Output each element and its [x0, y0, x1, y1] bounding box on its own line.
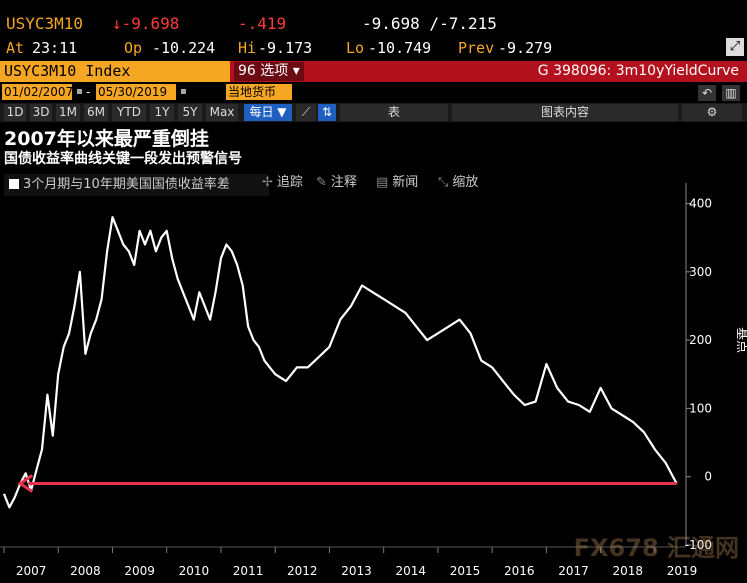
y-tick-label: -100 [685, 538, 712, 552]
back-icon[interactable]: ↶ [698, 85, 716, 101]
x-tick-label: 2007 [16, 564, 47, 578]
x-tick-label: 2010 [179, 564, 210, 578]
high-label: Hi [238, 39, 257, 57]
zoom-tool[interactable]: ⤡ 缩放 [438, 175, 479, 190]
high-value: -9.173 [258, 39, 313, 57]
end-date-dropdown-icon[interactable]: ▪ [180, 86, 187, 97]
end-date-input[interactable]: 05/30/2019 [96, 84, 176, 100]
y-tick-label: 300 [689, 265, 712, 279]
options-button[interactable]: 96 选项 ▾ [234, 62, 304, 81]
time-label: At [6, 39, 25, 57]
y-tick-label: 400 [689, 196, 712, 210]
period-select[interactable]: 每日 ▼ [244, 104, 292, 121]
security-field[interactable]: USYC3M10 Index [0, 61, 230, 82]
prev-label: Prev [458, 39, 495, 57]
quote-row-2: At 23:11 Op -10.224 Hi -9.173 Lo -10.749… [0, 38, 747, 60]
range-5y[interactable]: 5Y [178, 104, 202, 121]
x-tick-label: 2016 [504, 564, 535, 578]
x-tick-label: 2013 [341, 564, 372, 578]
range-max[interactable]: Max [206, 104, 238, 121]
range-6m[interactable]: 6M [84, 104, 108, 121]
ticker[interactable]: USYC3M10 [6, 14, 84, 33]
news-tool[interactable]: ▤ 新闻 [376, 175, 419, 190]
date-row: 01/02/2007 ▪ - 05/30/2019 ▪ 当地货币 ↶ ▥ [0, 84, 747, 102]
net-change: -.419 [238, 14, 287, 33]
prev-value: -9.279 [498, 39, 553, 57]
quote-row-1: USYC3M10 ↓-9.698 -.419 -9.698 /-7.215 [0, 0, 747, 38]
start-date-dropdown-icon[interactable]: ▪ [76, 86, 83, 97]
last-price: ↓-9.698 [112, 14, 180, 33]
x-tick-label: 2018 [612, 564, 643, 578]
annotation-arrow-head [17, 474, 34, 493]
watermark: FX678 汇通网 [573, 534, 739, 562]
news-icon: ▤ [376, 175, 389, 190]
open-label: Op [124, 39, 143, 57]
start-date-input[interactable]: 01/02/2007 [2, 84, 74, 100]
title-bar: USYC3M10 Index 96 选项 ▾ G 398096: 3m10yYi… [0, 61, 747, 82]
legend-label: 3个月期与10年期美国国债收益率差 [23, 177, 230, 192]
legend[interactable]: 3个月期与10年期美国国债收益率差 [4, 174, 269, 196]
settings-gear-icon[interactable]: ⚙ [682, 104, 742, 121]
x-tick-label: 2012 [287, 564, 318, 578]
open-value: -10.224 [152, 39, 216, 57]
range-3d[interactable]: 3D [30, 104, 52, 121]
spread-chart: 2007 2008 2009 2010 2011 2012 2013 2014 2015 2016… [0, 183, 747, 578]
series-line [2, 216, 678, 509]
legend-swatch [9, 179, 19, 189]
annotate-tool[interactable]: ✎ 注释 [316, 175, 357, 190]
track-tool[interactable]: ✢ 追踪 [262, 175, 303, 190]
pencil-icon: ✎ [316, 175, 327, 190]
y-tick-label: 200 [689, 333, 712, 347]
x-tick-label: 2014 [396, 564, 427, 578]
time-value: 23:11 [32, 39, 78, 57]
function-label: G 398096: 3m10yYieldCurve [537, 63, 739, 79]
currency-select[interactable]: 当地货币 [226, 84, 292, 100]
x-tick-label: 2011 [233, 564, 264, 578]
bid-ask: -9.698 /-7.215 [362, 14, 497, 33]
table-button[interactable]: 表 [340, 104, 448, 121]
headline-title: 2007年以来最严重倒挂 [4, 128, 209, 150]
range-1m[interactable]: 1M [56, 104, 80, 121]
range-toolbar: 1D 3D 1M 6M YTD 1Y 5Y Max 每日 ▼ ⟋ ⇅ 表 图表内… [0, 103, 747, 122]
x-tick-label: 2019 [667, 564, 698, 578]
x-tick-label: 2008 [70, 564, 101, 578]
low-label: Lo [346, 39, 365, 57]
x-tick-label: 2009 [124, 564, 155, 578]
range-ytd[interactable]: YTD [112, 104, 146, 121]
y-tick-label: 100 [689, 401, 712, 415]
range-1d[interactable]: 1D [4, 104, 26, 121]
range-1y[interactable]: 1Y [150, 104, 174, 121]
chart-content-button[interactable]: 图表内容 [452, 104, 678, 121]
expand-icon[interactable]: ⤢ [726, 38, 744, 56]
x-tick-label: 2015 [450, 564, 481, 578]
line-chart-icon[interactable]: ⟋ [296, 104, 316, 121]
zoom-icon: ⤡ [438, 175, 449, 190]
y-tick-label: 0 [704, 470, 712, 484]
chart-type-icon[interactable]: ▥ [722, 85, 740, 101]
crosshair-icon: ✢ [262, 175, 273, 190]
y-axis-label: 基点 [734, 327, 747, 353]
headline-subtitle: 国债收益率曲线关键一段发出预警信号 [4, 151, 242, 167]
bar-chart-icon[interactable]: ⇅ [318, 104, 336, 121]
x-tick-label: 2017 [558, 564, 589, 578]
low-value: -10.749 [368, 39, 432, 57]
